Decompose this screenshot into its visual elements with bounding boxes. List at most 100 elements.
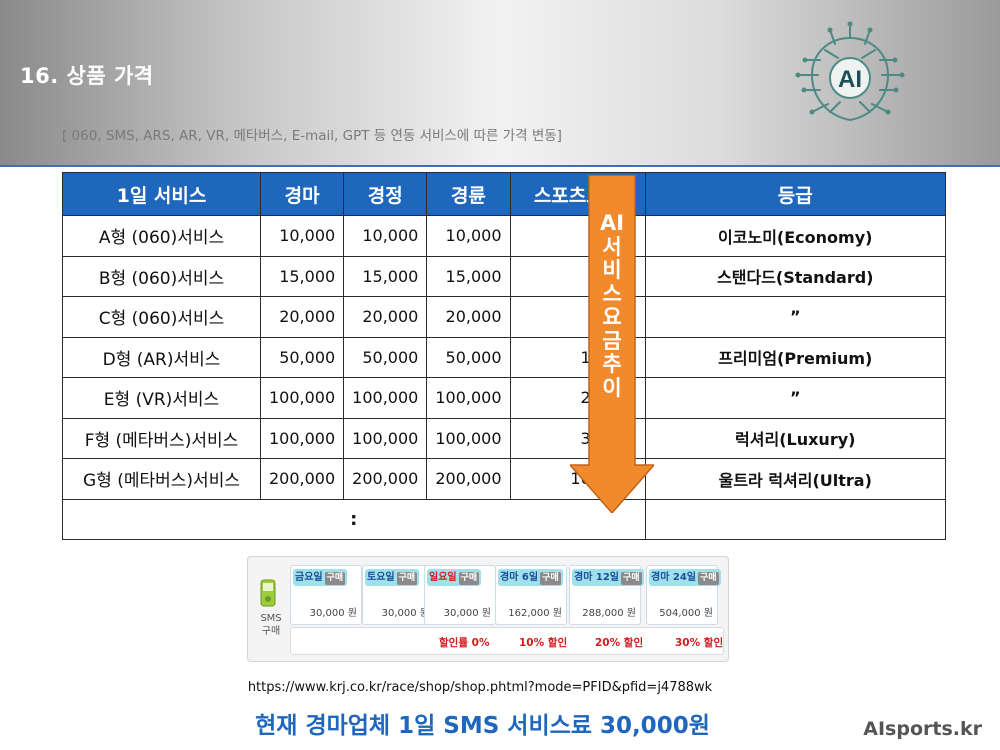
cycle-price-cell: 15,000 [426,255,511,297]
arrow-label-line: 스 [602,281,622,306]
horse-price-cell: 20,000 [259,296,345,338]
buy-button[interactable]: 구매 [396,572,418,585]
buy-button[interactable]: 구매 [458,572,480,585]
grade-cell: 울트라 럭셔리(Ultra) [644,458,947,500]
phone-icon [260,579,276,607]
cycle-price-cell: 20,000 [426,296,511,338]
cycle-price-cell: 200,000 [426,458,511,500]
table-row-ellipsis: : [62,498,947,540]
price-table: 1일 서비스 경마 경정 경륜 스포츠토토 등급 A형 (060)서비스 10,… [62,172,947,540]
day-option[interactable]: 토요일 구매 30,000 원 [362,565,434,625]
service-cell: F형 (메타버스)서비스 [62,417,261,459]
cycle-price-cell: 10,000 [426,215,511,257]
discount-label: 20% 할인 [595,637,644,649]
buy-button[interactable]: 구매 [621,572,642,585]
day-name: 경마 12일 [574,572,619,583]
header-boat: 경정 [343,172,428,216]
service-cell: D형 (AR)서비스 [62,336,261,378]
day-price: 162,000 원 [508,608,562,619]
discount-bar: 할인률 0% 10% 할인 20% 할인 30% 할인 [290,627,724,655]
grade-cell: 스탠다드(Standard) [644,255,947,297]
arrow-label-line: 요 [602,305,622,329]
boat-price-cell: 10,000 [343,215,428,257]
table-row: B형 (060)서비스 15,000 15,000 15,000 3,000 스… [62,255,947,297]
grade-cell: ” [644,296,947,338]
table-row: A형 (060)서비스 10,000 10,000 10,000 2,000 이… [62,215,947,257]
empty-grade-cell [644,498,947,540]
table-header-row: 1일 서비스 경마 경정 경륜 스포츠토토 등급 [62,172,947,216]
horse-price-cell: 100,000 [259,377,345,419]
day-option[interactable]: 경마 24일 구매 504,000 원 [646,565,721,625]
sms-label-line: SMS [260,613,282,624]
day-tab: 경마 24일 구매 [649,569,721,586]
boat-price-cell: 15,000 [343,255,428,297]
service-cell: G형 (메타버스)서비스 [62,458,261,500]
day-price: 288,000 원 [582,608,636,619]
cycle-price-cell: 50,000 [426,336,511,378]
arrow-label-line: 비 [602,258,622,282]
boat-price-cell: 50,000 [343,336,428,378]
day-name: 일요일 [429,572,457,583]
grade-cell: ” [644,377,947,419]
slide-subtitle: [ 060, SMS, ARS, AR, VR, 메타버스, E-mail, G… [62,128,562,144]
buy-button[interactable]: 구매 [698,572,719,585]
discount-label: 10% 할인 [519,637,568,649]
header-horse: 경마 [259,172,345,216]
grade-cell: 프리미엄(Premium) [644,336,947,378]
arrow-label-line: 이 [602,375,622,400]
buy-button[interactable]: 구매 [324,572,346,585]
service-cell: B형 (060)서비스 [62,255,261,297]
grade-cell: 이코노미(Economy) [644,215,947,257]
cycle-price-cell: 100,000 [426,377,511,419]
header-cycle: 경륜 [426,172,511,216]
day-option[interactable]: 경마 6일 구매 162,000 원 [495,565,567,625]
arrow-label-line: AI [599,211,625,235]
arrow-label: AI 서 비 스 요 금 추 이 [589,211,635,400]
day-price: 30,000 원 [443,608,491,619]
arrow-label-line: 추 [602,352,622,376]
day-name: 경마 6일 [500,572,539,583]
table-row: F형 (메타버스)서비스 100,000 100,000 100,000 30,… [62,417,947,459]
service-cell: A형 (060)서비스 [62,215,261,257]
table-row: G형 (메타버스)서비스 200,000 200,000 200,000 100… [62,458,947,500]
buy-button[interactable]: 구매 [540,572,561,585]
continuation-mark: : [62,498,646,540]
sms-label-line: 구매 [261,626,281,637]
table-row: C형 (060)서비스 20,000 20,000 20,000 4,000 ” [62,296,947,338]
service-cell: C형 (060)서비스 [62,296,261,338]
header-service: 1일 서비스 [62,172,261,216]
arrow-label-line: 서 [602,234,622,259]
day-option[interactable]: 경마 12일 구매 288,000 원 [569,565,644,625]
day-tab: 일요일 구매 [427,569,482,586]
day-tab: 경마 12일 구매 [572,569,644,586]
day-price: 30,000 원 [381,608,429,619]
day-price: 504,000 원 [659,608,713,619]
arrow-label-line: 금 [602,328,622,353]
day-name: 토요일 [367,572,395,583]
discount-label: 30% 할인 [675,637,724,649]
boat-price-cell: 100,000 [343,417,428,459]
day-option[interactable]: 일요일 구매 30,000 원 [424,565,496,625]
day-price: 30,000 원 [309,608,357,619]
horse-price-cell: 200,000 [259,458,345,500]
down-arrow-icon [570,175,654,513]
day-name: 금요일 [295,572,323,583]
sms-purchase-panel: SMS 구매 금요일 구매 30,000 원 토요일 구매 30,000 원 일요일… [247,556,729,662]
service-cell: E형 (VR)서비스 [62,377,261,419]
sms-label: SMS 구매 [256,612,286,638]
day-tab: 금요일 구매 [293,569,348,586]
grade-cell: 럭셔리(Luxury) [644,417,947,459]
day-name: 경마 24일 [651,572,696,583]
day-option[interactable]: 금요일 구매 30,000 원 [290,565,362,625]
boat-price-cell: 100,000 [343,377,428,419]
table-row: D형 (AR)서비스 50,000 50,000 50,000 10,000 프… [62,336,947,378]
day-tab: 경마 6일 구매 [498,569,563,586]
discount-label: 할인률 0% [439,637,490,649]
ai-brain-logo-icon: AI [795,21,905,121]
boat-price-cell: 20,000 [343,296,428,338]
day-tab: 토요일 구매 [365,569,420,586]
table-row: E형 (VR)서비스 100,000 100,000 100,000 20,00… [62,377,947,419]
logo-text: AI [838,66,862,93]
slide-header: 16. 상품 가격 [ 060, SMS, ARS, AR, VR, 메타버스,… [0,0,1000,167]
header-grade: 등급 [644,172,947,216]
